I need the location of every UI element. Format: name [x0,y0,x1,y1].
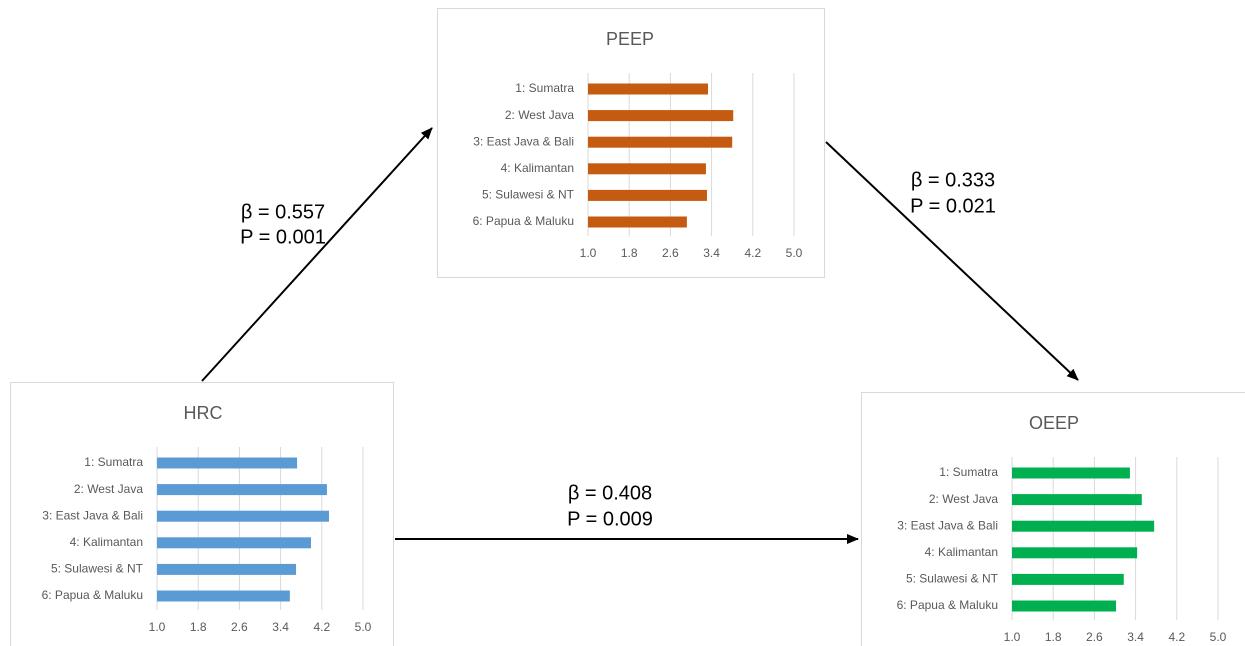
bar [157,484,327,496]
bar [1012,547,1138,559]
bar [1012,520,1155,532]
x-tick-label: 1.8 [190,620,207,634]
bar [157,590,290,602]
bar [1012,494,1142,506]
bar [157,563,297,575]
category-label: 6: Papua & Maluku [897,598,998,612]
category-label: 4: Kalimantan [501,161,574,175]
bar [157,537,311,549]
x-tick-label: 2.6 [231,620,248,634]
x-tick-label: 4.2 [744,246,761,260]
chart-title: PEEP [606,29,654,49]
chart-title: HRC [184,403,223,423]
arrow [825,141,1079,381]
category-label: 6: Papua & Maluku [473,214,574,228]
x-tick-label: 4.2 [1168,630,1185,644]
category-label: 3: East Java & Bali [897,518,998,532]
bar [1012,573,1124,585]
category-label: 6: Papua & Maluku [42,588,143,602]
beta-label: β = 0.557 [241,201,325,223]
chart-title: OEEP [1029,413,1079,433]
category-label: 1: Sumatra [84,455,143,469]
x-tick-label: 4.2 [313,620,330,634]
category-label: 2: West Java [505,108,574,122]
category-label: 4: Kalimantan [70,535,143,549]
x-tick-label: 2.6 [1086,630,1103,644]
x-tick-label: 1.0 [149,620,166,634]
bar [588,189,707,201]
x-tick-label: 3.4 [1127,630,1144,644]
beta-label: β = 0.333 [911,169,995,191]
beta-label: β = 0.408 [568,482,652,504]
p-label: P = 0.021 [910,195,996,217]
p-label: P = 0.001 [240,226,326,248]
x-tick-label: 1.0 [1004,630,1021,644]
x-tick-label: 3.4 [703,246,720,260]
bar [588,136,733,148]
bar [588,110,734,122]
x-tick-label: 1.8 [1045,630,1062,644]
x-tick-label: 5.0 [1210,630,1227,644]
category-label: 3: East Java & Bali [42,508,143,522]
x-tick-label: 3.4 [272,620,289,634]
bar [157,510,330,522]
x-tick-label: 2.6 [662,246,679,260]
category-label: 5: Sulawesi & NT [482,188,575,202]
category-label: 1: Sumatra [515,81,574,95]
bar [588,83,708,95]
category-label: 5: Sulawesi & NT [51,562,144,576]
bar [157,457,298,469]
bar [1012,467,1130,479]
category-label: 4: Kalimantan [925,545,998,559]
category-label: 2: West Java [929,492,998,506]
p-label: P = 0.009 [567,508,653,530]
bar [588,216,687,228]
category-label: 1: Sumatra [939,465,998,479]
bar [1012,600,1117,612]
x-tick-label: 1.8 [621,246,638,260]
x-tick-label: 5.0 [355,620,372,634]
category-label: 2: West Java [74,482,143,496]
category-label: 3: East Java & Bali [473,134,574,148]
arrow [201,127,433,382]
x-tick-label: 5.0 [786,246,803,260]
category-label: 5: Sulawesi & NT [906,572,999,586]
x-tick-label: 1.0 [580,246,597,260]
bar [588,163,706,175]
